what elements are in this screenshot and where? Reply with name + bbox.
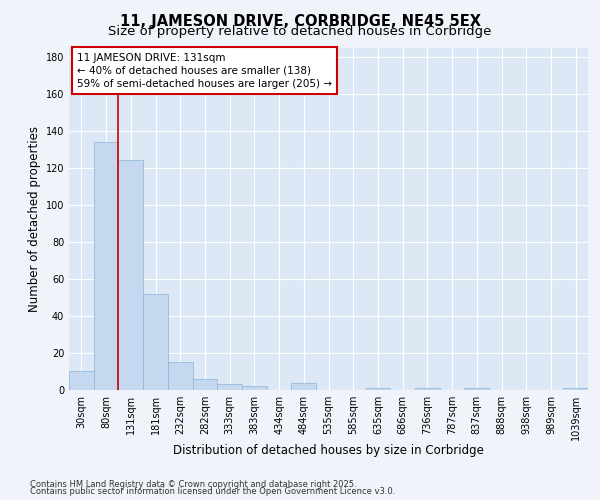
Bar [464, 388, 489, 390]
Bar [94, 142, 118, 390]
Bar [143, 294, 168, 390]
Bar [217, 384, 242, 390]
Bar [365, 388, 390, 390]
Bar [168, 362, 193, 390]
Text: Contains public sector information licensed under the Open Government Licence v3: Contains public sector information licen… [30, 487, 395, 496]
Bar [563, 388, 588, 390]
Text: 11, JAMESON DRIVE, CORBRIDGE, NE45 5EX: 11, JAMESON DRIVE, CORBRIDGE, NE45 5EX [119, 14, 481, 29]
Bar [69, 372, 94, 390]
Text: 11 JAMESON DRIVE: 131sqm
← 40% of detached houses are smaller (138)
59% of semi-: 11 JAMESON DRIVE: 131sqm ← 40% of detach… [77, 52, 332, 89]
Bar [292, 382, 316, 390]
X-axis label: Distribution of detached houses by size in Corbridge: Distribution of detached houses by size … [173, 444, 484, 458]
Bar [118, 160, 143, 390]
Y-axis label: Number of detached properties: Number of detached properties [28, 126, 41, 312]
Bar [415, 388, 440, 390]
Bar [193, 379, 217, 390]
Text: Contains HM Land Registry data © Crown copyright and database right 2025.: Contains HM Land Registry data © Crown c… [30, 480, 356, 489]
Bar [242, 386, 267, 390]
Text: Size of property relative to detached houses in Corbridge: Size of property relative to detached ho… [109, 25, 491, 38]
